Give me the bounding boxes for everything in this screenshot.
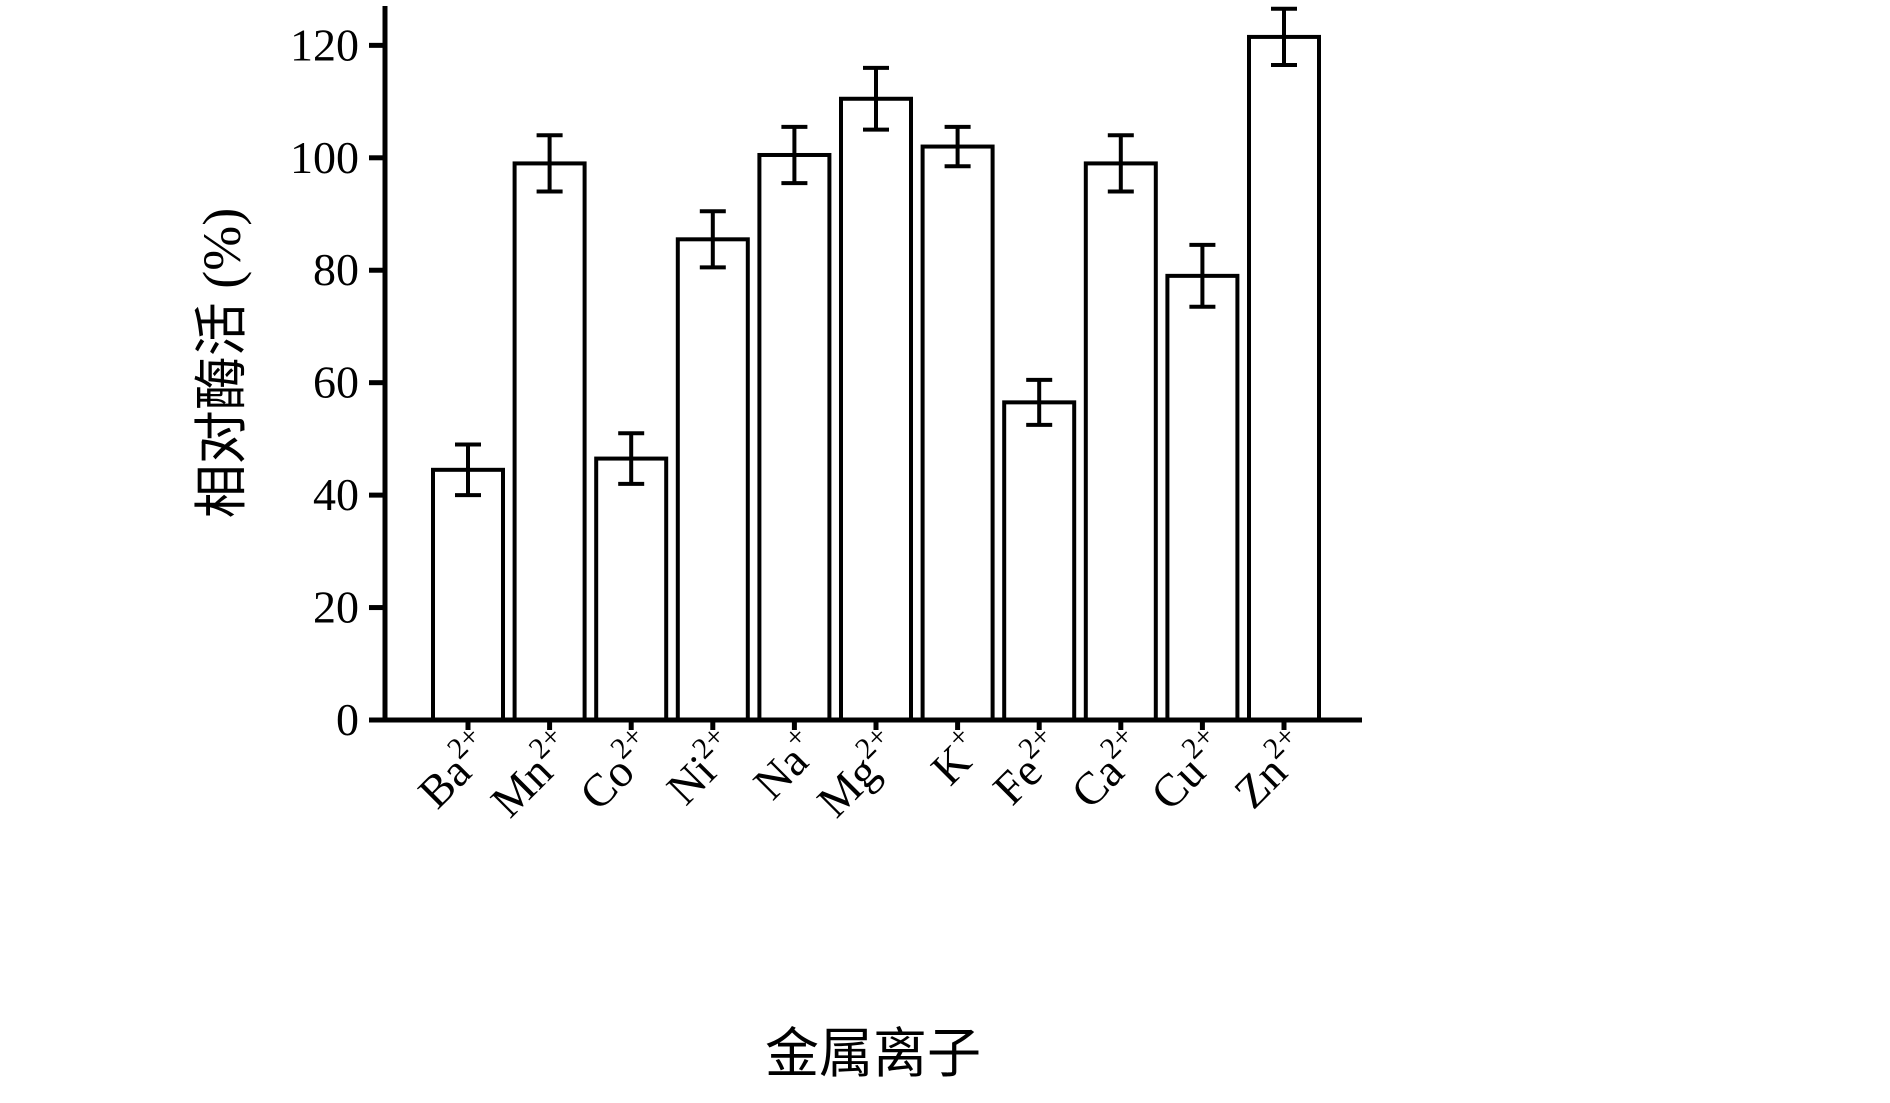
error-bar <box>1026 377 1053 427</box>
bar <box>512 161 587 723</box>
bar <box>757 152 832 722</box>
error-bar <box>618 431 645 486</box>
y-tick-label: 20 <box>313 582 359 633</box>
bar <box>1083 161 1158 723</box>
x-axis-title: 金属离子 <box>765 1024 981 1084</box>
bar <box>431 467 505 723</box>
y-tick-label: 0 <box>336 694 359 745</box>
x-tick-label: Co2+ <box>566 719 666 819</box>
y-tick-label: 60 <box>313 357 359 408</box>
y-tick-label: 80 <box>313 244 359 295</box>
error-bar <box>944 124 971 169</box>
x-tick-label: Ca2+ <box>1058 719 1156 817</box>
bar <box>920 144 995 722</box>
y-axis-title: 相对酶活 (%) <box>192 208 252 518</box>
y-tick-label: 120 <box>290 19 359 70</box>
x-tick-label: Cu2+ <box>1137 719 1237 819</box>
bar <box>1247 34 1321 722</box>
bar <box>839 96 913 722</box>
x-tick-label: Mg2+ <box>804 719 911 826</box>
y-tick-label: 40 <box>313 469 359 520</box>
error-bar <box>1271 6 1297 68</box>
error-bar <box>1107 133 1134 194</box>
x-tick-label: Mn2+ <box>477 719 584 826</box>
error-bar <box>781 124 808 186</box>
x-tick-label: Ba2+ <box>405 719 503 817</box>
bar <box>675 237 750 722</box>
x-tick-label: K+ <box>918 719 993 794</box>
error-bar <box>455 442 481 498</box>
bar <box>594 456 669 722</box>
error-bar <box>863 65 889 132</box>
bar <box>1165 273 1240 722</box>
y-tick-label: 100 <box>290 132 359 183</box>
x-tick-label: Ni2+ <box>653 719 748 814</box>
error-bar <box>536 133 563 194</box>
x-tick-label: Fe2+ <box>980 719 1075 814</box>
error-bar <box>699 209 726 270</box>
bar <box>1002 400 1077 722</box>
error-bar <box>1189 242 1216 309</box>
x-tick-label: Zn2+ <box>1221 719 1319 817</box>
